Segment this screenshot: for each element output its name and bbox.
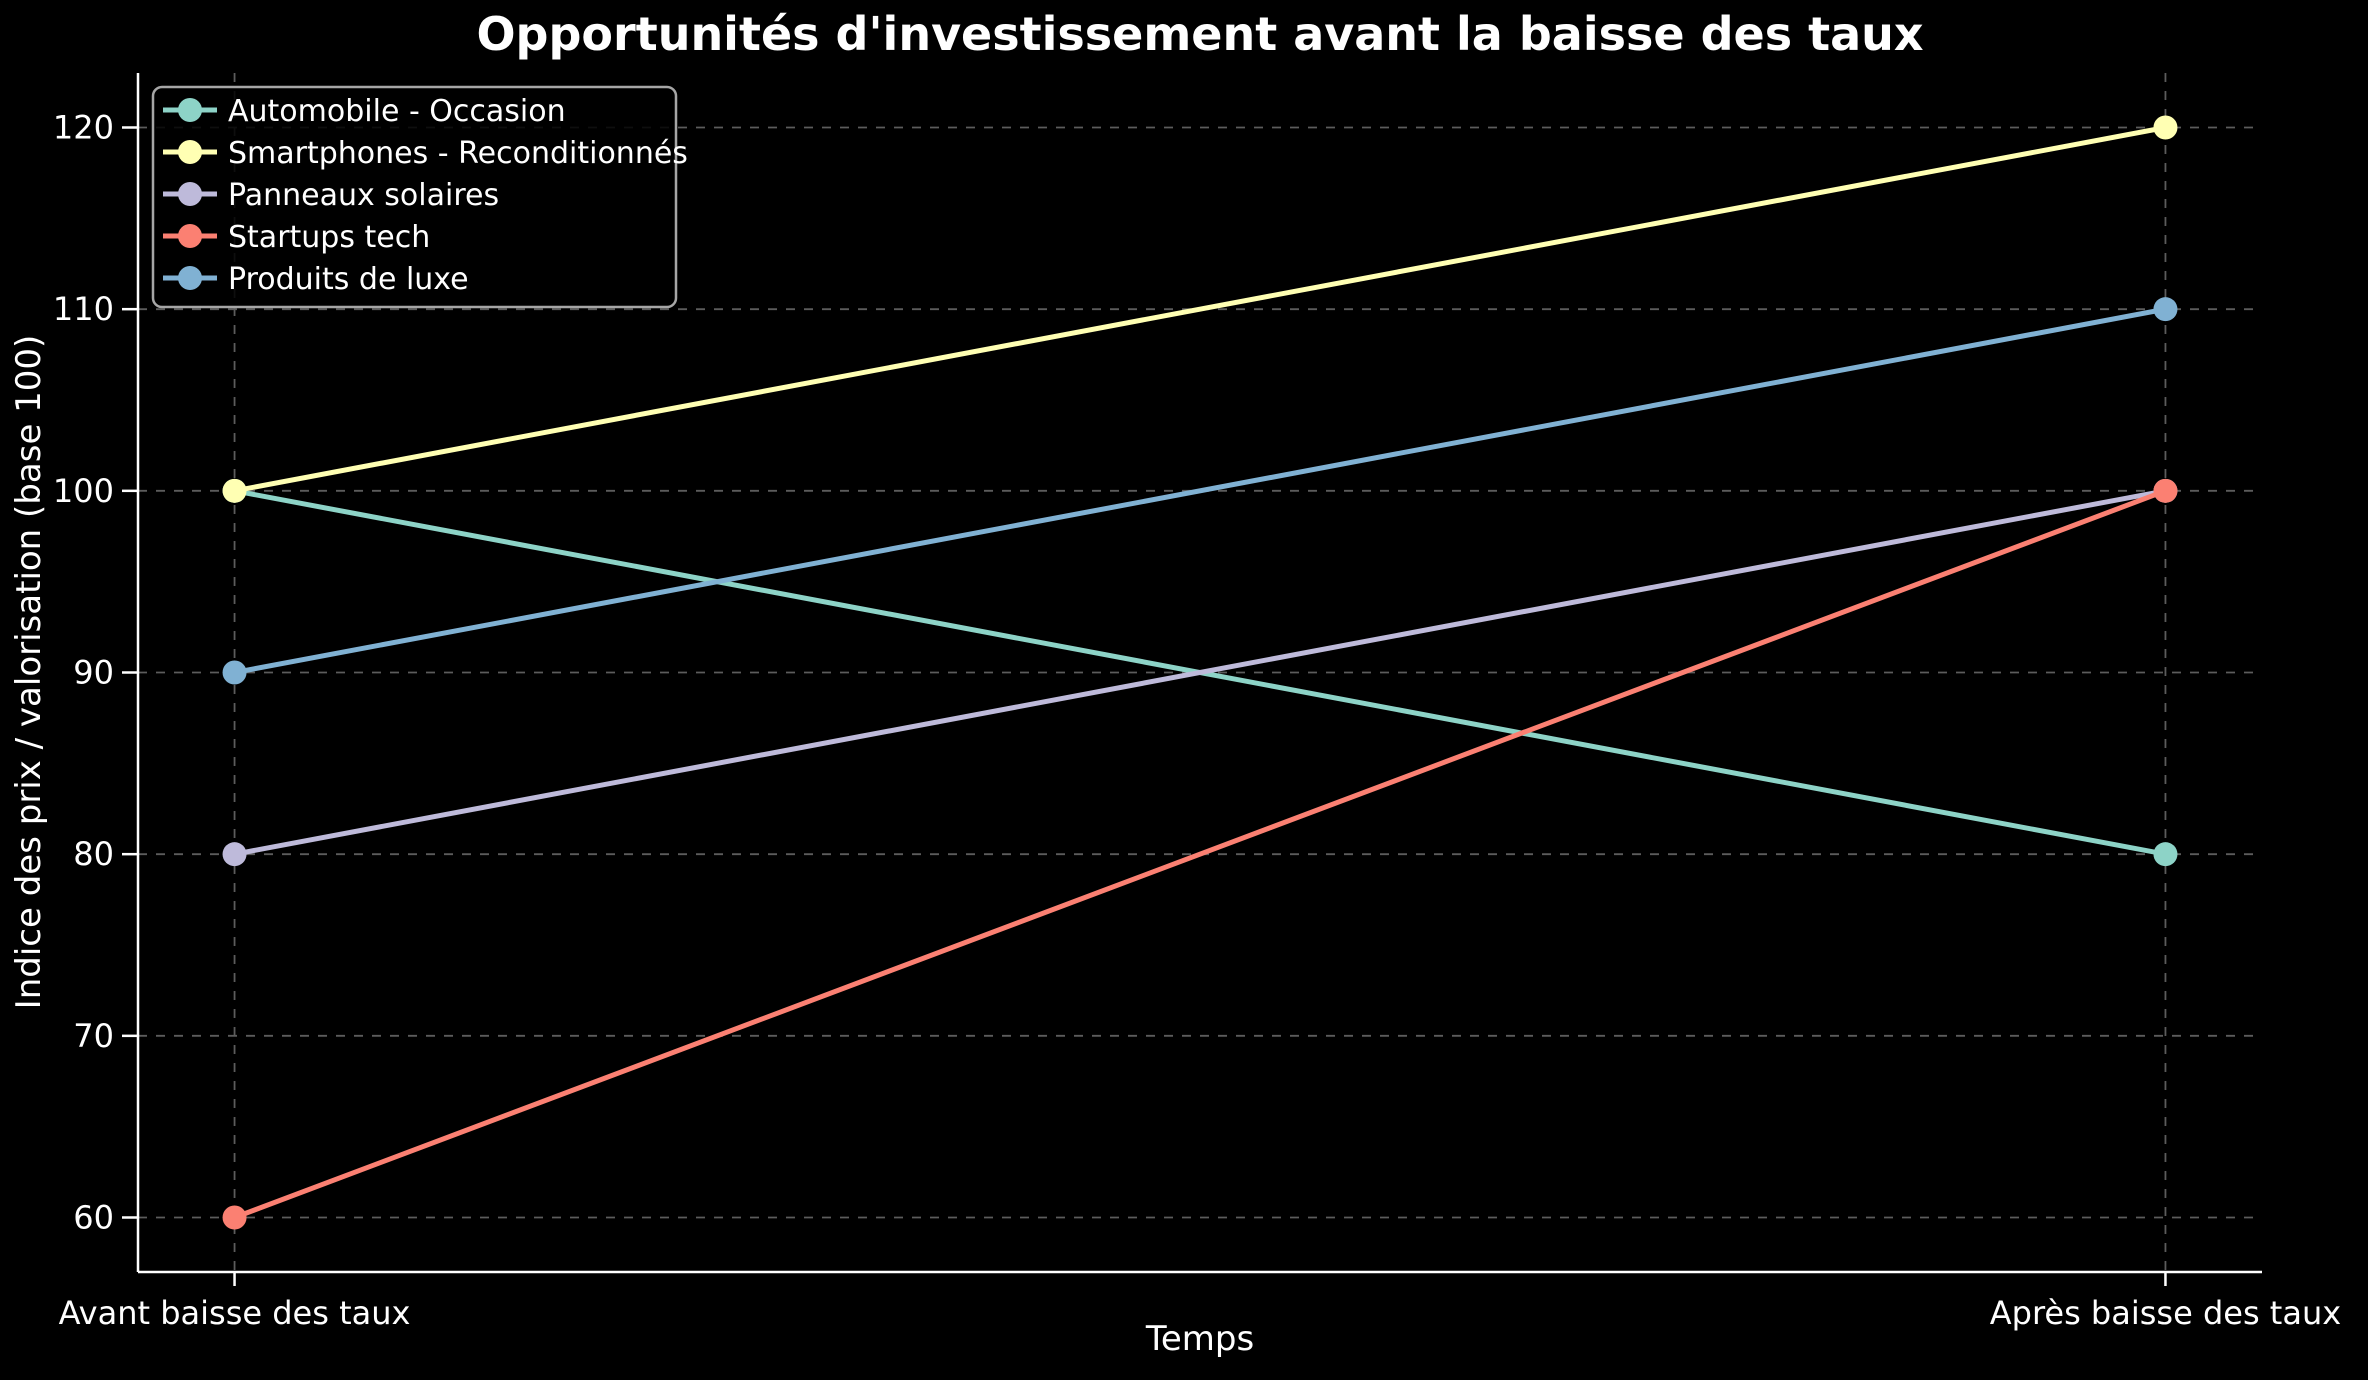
- legend-marker: [178, 140, 202, 164]
- y-tick-label: 120: [53, 109, 114, 147]
- legend-item: Produits de luxe: [163, 262, 469, 297]
- series-marker: [222, 478, 247, 503]
- legend-marker: [178, 224, 202, 248]
- axes-layer: 60 70 80 90 100 110 120 Avant baisse des taux Ap…: [53, 73, 2341, 1332]
- legend-marker: [178, 182, 202, 206]
- legend-item: Panneaux solaires: [163, 178, 499, 213]
- legend-item: Automobile - Occasion: [163, 94, 566, 129]
- legend-item-label: Produits de luxe: [228, 262, 469, 297]
- series-line: [232, 488, 2168, 1220]
- legend-item: Smartphones - Reconditionnés: [163, 136, 688, 171]
- y-tick-label: 110: [53, 290, 114, 328]
- y-tick-label: 80: [73, 835, 114, 873]
- legend-item-label: Automobile - Occasion: [228, 94, 566, 129]
- y-axis-label: Indice des prix / valorisation (base 100…: [9, 335, 49, 1010]
- x-axis-label: Temps: [1145, 1319, 1254, 1359]
- y-tick-label: 100: [53, 472, 114, 510]
- x-tick-label: Avant baisse des taux: [59, 1294, 411, 1332]
- series-marker: [2153, 478, 2178, 503]
- legend-item-label: Startups tech: [228, 220, 430, 255]
- series-marker: [2153, 842, 2178, 867]
- series-marker: [2153, 115, 2178, 140]
- series-marker: [2153, 297, 2178, 322]
- y-tick-label: 90: [73, 654, 114, 692]
- series-marker: [222, 842, 247, 867]
- chart-title: Opportunités d'investissement avant la b…: [476, 7, 1923, 61]
- legend-marker: [178, 266, 202, 290]
- series-marker: [222, 660, 247, 685]
- series-layer: [222, 115, 2178, 1230]
- legend-item: Startups tech: [163, 220, 430, 255]
- x-tick-label: Après baisse des taux: [1990, 1294, 2341, 1332]
- y-tick-label: 70: [73, 1017, 114, 1055]
- legend-box: [151, 85, 678, 309]
- legend-marker: [178, 98, 202, 122]
- series-line: [232, 488, 2168, 857]
- legend-item-label: Smartphones - Reconditionnés: [228, 136, 688, 171]
- legend-layer: Automobile - Occasion Smartphones - Recon…: [151, 85, 688, 309]
- legend-item-label: Panneaux solaires: [228, 178, 499, 213]
- series-line: [232, 125, 2168, 494]
- y-tick-label: 60: [73, 1199, 114, 1237]
- series-marker: [222, 1205, 247, 1230]
- series-line: [232, 306, 2168, 675]
